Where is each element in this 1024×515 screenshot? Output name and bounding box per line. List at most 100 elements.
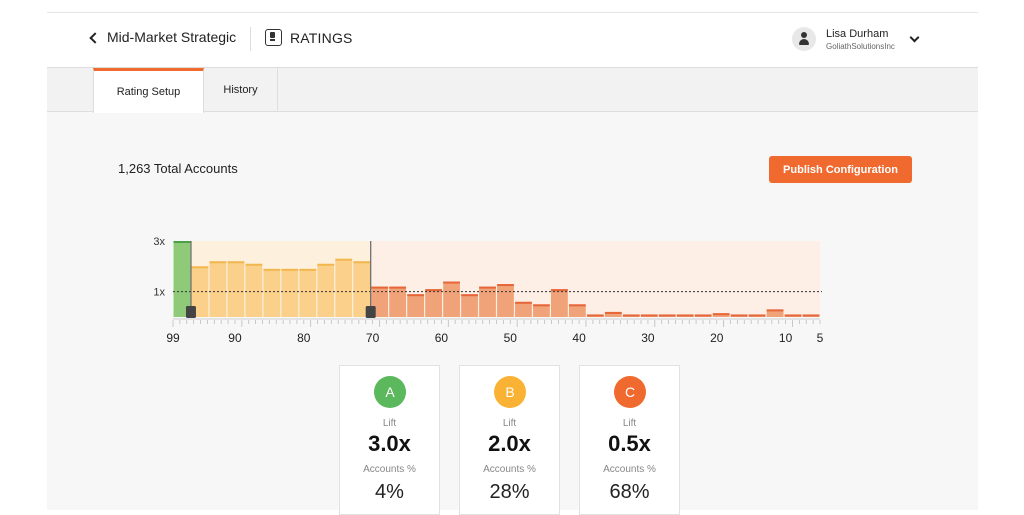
chart-bar-cap [443,281,460,284]
accounts-label: Accounts % [363,464,416,475]
lift-label: Lift [382,418,397,429]
grade-badge-a: A [374,376,406,408]
accounts-value: 68% [609,481,650,503]
chart-bar-cap [622,314,640,317]
chart-bar [551,289,568,317]
x-tick-label: 20 [710,331,724,345]
x-tick-label: 70 [366,331,380,345]
total-accounts: 1,263 Total Accounts [118,161,238,176]
grade-card-a: A Lift 3.0x Accounts % 4% [339,365,440,515]
y-tick-label: 3x [153,236,165,248]
chart-bar-cap [479,286,496,289]
chart-bar-cap [676,314,694,317]
chart-bar [766,309,784,317]
user-org: GoliathSolutionsInc [826,41,895,51]
x-tick-label: 60 [435,331,449,345]
lift-value: 0.5x [608,431,651,456]
chart-bar [604,311,622,317]
segment-handle[interactable] [185,306,196,318]
user-menu[interactable]: Lisa Durham GoliathSolutionsInc [792,27,920,51]
chart-bar-cap [407,294,425,297]
accounts-value: 4% [375,481,404,503]
chart-bar [407,294,425,317]
main-content: Rating Setup History 1,263 Total Account… [47,68,978,515]
section-title: RATINGS [265,29,353,46]
tab-rating-setup[interactable]: Rating Setup [93,68,204,113]
chart-bar [533,304,550,317]
chart-bar-cap [568,304,586,307]
chart-bar-cap [515,301,532,304]
chart-bar-cap [299,268,317,271]
chart-bar-cap [694,314,712,317]
chart-bar [263,268,281,317]
chart-bar-cap [604,311,622,314]
rating-chart: 3x 1x 99 90 80 70 60 50 40 30 20 10 5 [153,236,824,345]
publish-configuration-button[interactable]: Publish Configuration [769,156,912,183]
x-tick-label: 50 [504,331,518,345]
y-tick-label: 1x [153,287,165,299]
chart-bar-cap [245,263,263,266]
x-tick-label: 30 [641,331,655,345]
chart-bar-cap [802,314,820,317]
chart-bar [335,258,353,317]
chart-bar [299,268,317,317]
chart-bar-cap [389,286,407,289]
chart-bar [389,286,407,317]
chart-bar [209,261,227,317]
accounts-label: Accounts % [603,464,656,475]
top-bar: Mid-Market Strategic RATINGS Lisa Durham… [47,12,978,68]
chart-bar-cap [317,263,335,266]
chart-bar-cap [497,284,514,287]
x-tick-label: 80 [297,331,311,345]
x-tick-label: 10 [779,331,793,345]
chart-bar-cap [766,309,784,312]
chart-bar [317,263,335,317]
chart-bar [443,281,460,317]
chart-bar [497,284,514,317]
x-tick-label: 5 [817,331,824,345]
grade-badge-c: C [614,376,646,408]
chart-bar-cap [173,241,191,243]
grade-card-c: C Lift 0.5x Accounts % 68% [579,365,680,515]
user-info: Lisa Durham GoliathSolutionsInc [826,28,895,51]
chart-bar-cap [425,289,442,292]
chart-bar-cap [748,314,766,317]
section-title-label: RATINGS [290,29,353,46]
user-name: Lisa Durham [826,27,889,40]
avatar-icon [792,27,816,51]
chart-bar-cap [784,314,802,317]
tab-history[interactable]: History [204,68,278,112]
chevron-left-icon [89,31,101,44]
back-label: Mid-Market Strategic [107,29,237,45]
chart-bar-cap [281,268,299,271]
chart-bar [461,294,478,317]
chart-bar-cap [353,261,371,264]
chart-bar-cap [640,314,658,317]
chart-bar [245,263,263,317]
chart-bar-cap [658,314,676,317]
chart-bar-cap [263,268,281,271]
chevron-down-icon[interactable] [909,32,920,42]
x-tick-label: 40 [572,331,586,345]
x-tick-label: 90 [228,331,242,345]
lift-value: 2.0x [488,431,531,456]
lift-label: Lift [622,418,637,429]
chart-bar-cap [586,314,604,317]
chart-bar-cap [730,314,748,317]
chart-bar [281,268,299,317]
chart-bar-cap [227,261,245,264]
header-divider [250,27,251,51]
chart-bar-cap [461,294,478,297]
chart-bar [515,301,532,317]
back-button[interactable]: Mid-Market Strategic [89,29,237,45]
grade-card-b: B Lift 2.0x Accounts % 28% [459,365,560,515]
chart-bar-cap [191,266,209,269]
x-tick-label: 99 [166,331,180,345]
chart-bar [479,286,496,317]
chart-bar-cap [371,286,389,289]
chart-bar-cap [551,289,568,292]
segment-handle[interactable] [365,306,376,318]
chart-bar-cap [209,261,227,264]
tab-bar: Rating Setup History [47,68,978,113]
chart-bar-cap [712,313,730,316]
